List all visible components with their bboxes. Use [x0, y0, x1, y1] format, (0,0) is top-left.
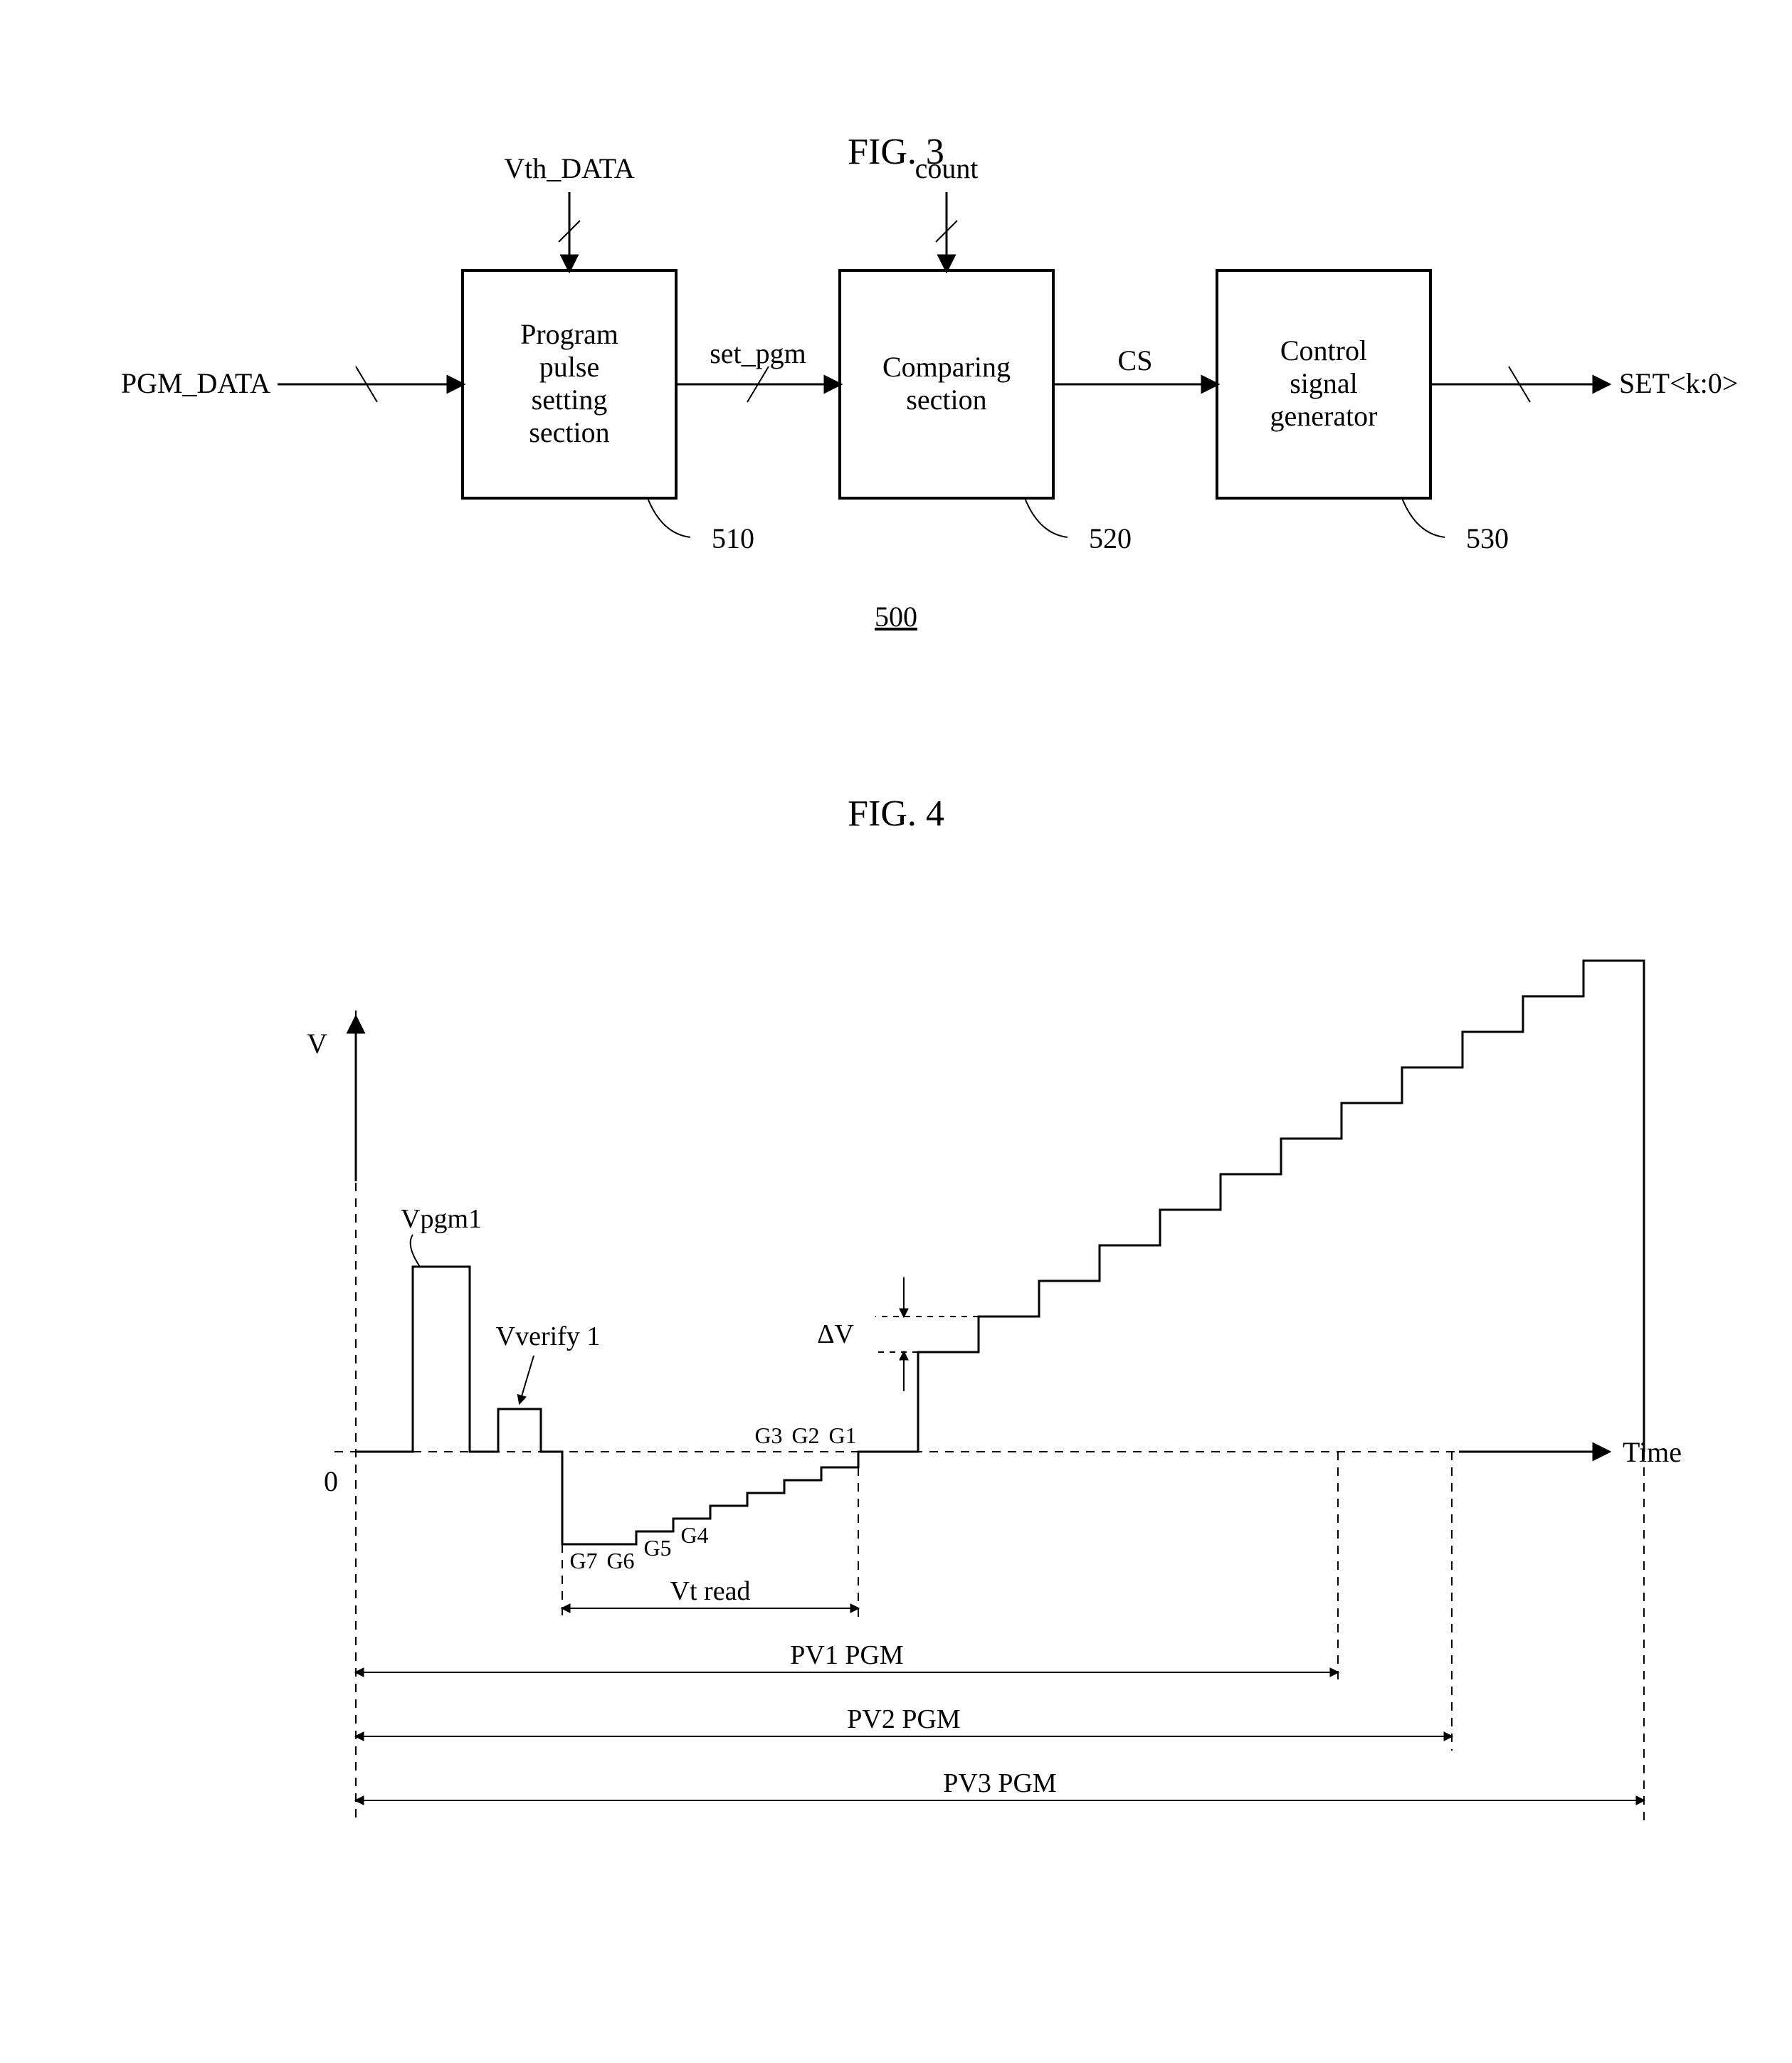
- leader-1: [648, 498, 690, 537]
- g-label-G3: G3: [754, 1423, 782, 1448]
- origin-label: 0: [324, 1465, 338, 1497]
- range-pv1-label: PV1 PGM: [790, 1640, 903, 1670]
- block-2-ref: 520: [1089, 522, 1132, 554]
- page: FIG. 3Programpulsesettingsection510Compa…: [0, 0, 1792, 2063]
- diagram-canvas: FIG. 3Programpulsesettingsection510Compa…: [0, 0, 1792, 2063]
- label-set: SET<k:0>: [1619, 367, 1738, 399]
- vpgm-label: Vpgm1: [401, 1204, 482, 1234]
- fig3-refnum: 500: [875, 601, 917, 633]
- g-label-G1: G1: [828, 1423, 856, 1448]
- block-1-line-0: Program: [520, 318, 618, 350]
- leader-3: [1402, 498, 1445, 537]
- vpgm-leader: [411, 1235, 420, 1267]
- block-1-line-3: section: [529, 416, 609, 448]
- block-3-line-0: Control: [1280, 334, 1367, 366]
- g-label-G7: G7: [569, 1548, 597, 1573]
- block-2-line-0: Comparing: [882, 351, 1011, 383]
- x-axis-label: Time: [1623, 1436, 1682, 1468]
- y-axis-label: V: [307, 1028, 327, 1060]
- range-pv3-label: PV3 PGM: [943, 1768, 1056, 1798]
- vverify-leader: [520, 1356, 534, 1403]
- fig4-title: FIG. 4: [848, 793, 944, 834]
- block-1-ref: 510: [712, 522, 754, 554]
- block-3-line-2: generator: [1270, 400, 1377, 432]
- dv-label: ΔV: [817, 1319, 854, 1349]
- block-1-line-1: pulse: [539, 351, 599, 383]
- label-vthdata: Vth_DATA: [504, 152, 635, 184]
- label-cs: CS: [1118, 344, 1153, 376]
- g-label-G4: G4: [680, 1522, 708, 1548]
- g-label-G6: G6: [606, 1548, 634, 1573]
- label-setpgm: set_pgm: [710, 337, 806, 369]
- label-count: count: [915, 152, 979, 184]
- block-3-ref: 530: [1466, 522, 1509, 554]
- range-vtread-label: Vt read: [670, 1576, 751, 1606]
- g-label-G5: G5: [643, 1535, 671, 1561]
- g-label-G2: G2: [791, 1423, 819, 1448]
- leader-2: [1025, 498, 1068, 537]
- range-pv2-label: PV2 PGM: [847, 1704, 960, 1734]
- waveform: [356, 961, 1644, 1544]
- block-2-line-1: section: [906, 384, 986, 416]
- block-3-line-1: signal: [1290, 367, 1358, 399]
- label-pgmdata: PGM_DATA: [121, 367, 270, 399]
- block-1-line-2: setting: [532, 384, 608, 416]
- vverify-label: Vverify 1: [496, 1321, 601, 1351]
